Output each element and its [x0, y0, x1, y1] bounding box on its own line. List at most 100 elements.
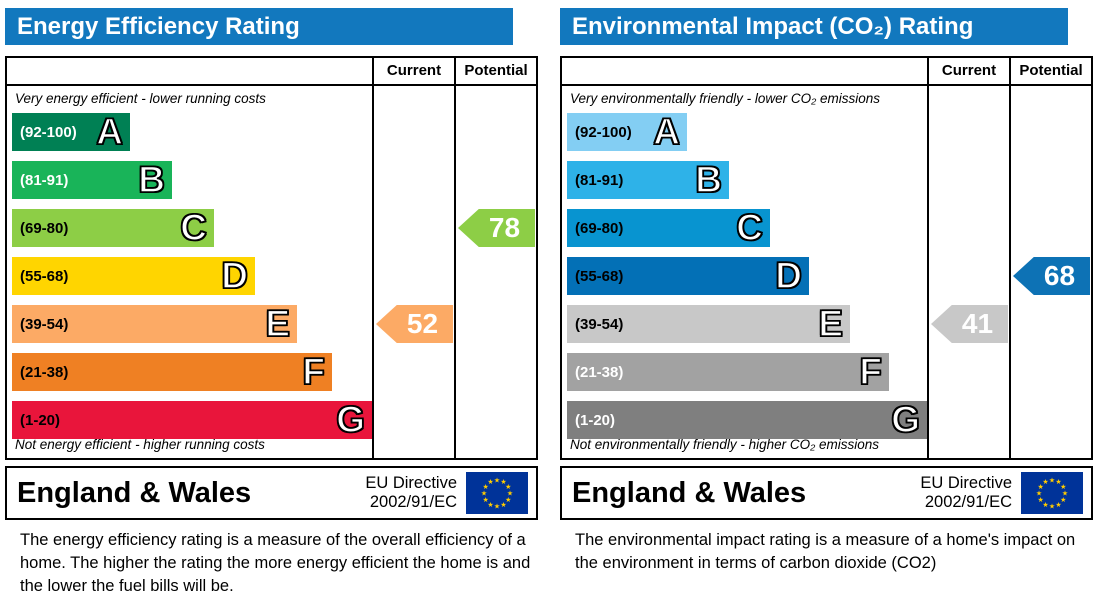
band-d-range: (55-68) — [20, 267, 69, 285]
current-column-header: Current — [927, 58, 1009, 84]
band-d-range: (55-68) — [575, 267, 624, 285]
svg-text:★: ★ — [483, 496, 489, 504]
bands-area: Very environmentally friendly - lower CO… — [562, 86, 927, 458]
band-g-letter: G — [335, 399, 365, 440]
band-b-range: (81-91) — [20, 171, 69, 189]
band-f-range: (21-38) — [20, 363, 69, 381]
potential-column-header: Potential — [454, 58, 536, 84]
energy-efficiency-title: Energy Efficiency Rating — [5, 8, 513, 45]
svg-text:★: ★ — [1060, 483, 1066, 491]
top-caption: Very environmentally friendly - lower CO… — [570, 91, 880, 106]
svg-text:★: ★ — [1038, 496, 1044, 504]
band-a: (92-100) A — [12, 111, 130, 152]
band-b-letter: B — [137, 159, 165, 200]
eu-directive-line2: 2002/91/EC — [924, 493, 1012, 511]
epc-certificate: Energy Efficiency Rating Current Potenti… — [5, 8, 1093, 597]
svg-text:★: ★ — [487, 501, 493, 509]
svg-text:★: ★ — [1062, 490, 1068, 498]
band-a-letter: A — [95, 111, 123, 152]
eu-flag-icon: ★ ★★ ★★★ ★★★ ★★★ — [1021, 472, 1083, 514]
band-d: (55-68) D — [567, 255, 809, 296]
eu-directive-line1: EU Directive — [920, 474, 1012, 493]
potential-rating-arrow: 68 — [1013, 257, 1090, 295]
band-c-letter: C — [179, 207, 207, 248]
region-label: England & Wales — [572, 476, 807, 509]
current-rating-arrow: 41 — [931, 305, 1008, 343]
band-a-range: (92-100) — [20, 123, 77, 141]
band-g-range: (1-20) — [20, 411, 61, 429]
table-header-row: Current Potential — [7, 58, 536, 86]
band-f-range: (21-38) — [575, 363, 624, 381]
band-f-letter: F — [859, 351, 883, 392]
svg-text:★: ★ — [505, 496, 511, 504]
band-f: (21-38) F — [12, 351, 332, 392]
svg-text:★: ★ — [494, 503, 500, 511]
band-b-range: (81-91) — [575, 171, 624, 189]
band-e-letter: E — [265, 303, 291, 344]
environmental-impact-title: Environmental Impact (CO₂) Rating — [560, 8, 1068, 45]
svg-text:★: ★ — [1049, 503, 1055, 511]
band-c-range: (69-80) — [20, 219, 69, 237]
svg-text:★: ★ — [500, 478, 506, 486]
potential-column: 78 — [454, 86, 536, 458]
band-c-range: (69-80) — [575, 219, 624, 237]
energy-efficiency-panel: Energy Efficiency Rating Current Potenti… — [5, 8, 538, 597]
energy-description: The energy efficiency rating is a measur… — [20, 531, 531, 595]
band-a-letter: A — [652, 111, 680, 152]
band-e-range: (39-54) — [575, 315, 624, 333]
band-b-letter: B — [694, 159, 722, 200]
svg-text:★: ★ — [494, 477, 500, 485]
bottom-caption: Not energy efficient - higher running co… — [15, 437, 265, 452]
band-d: (55-68) D — [12, 256, 255, 295]
svg-text:★: ★ — [1042, 501, 1048, 509]
eu-directive-line1: EU Directive — [365, 474, 457, 493]
eu-directive-label: EU Directive 2002/91/EC — [365, 474, 457, 512]
table-body-row: Very energy efficient - lower running co… — [7, 86, 536, 458]
energy-rating-table: Current Potential Very energy efficient … — [5, 56, 538, 460]
region-label: England & Wales — [17, 476, 252, 509]
band-e-letter: E — [818, 303, 844, 344]
band-c: (69-80) C — [567, 207, 770, 248]
eu-directive-label: EU Directive 2002/91/EC — [920, 474, 1012, 512]
band-g: (1-20) G — [567, 399, 927, 440]
band-c: (69-80) C — [12, 207, 214, 248]
region-row: England & Wales EU Directive 2002/91/EC … — [5, 466, 538, 520]
band-g-letter: G — [890, 399, 920, 440]
svg-text:★: ★ — [507, 490, 513, 498]
svg-text:★: ★ — [1060, 496, 1066, 504]
svg-text:★: ★ — [487, 478, 493, 486]
environmental-impact-panel: Environmental Impact (CO₂) Rating Curren… — [560, 8, 1093, 597]
band-b: (81-91) B — [567, 159, 729, 200]
svg-text:★: ★ — [481, 490, 487, 498]
eu-directive-line2: 2002/91/EC — [369, 493, 457, 511]
table-header-row: Current Potential — [562, 58, 1091, 86]
band-a-range: (92-100) — [575, 123, 632, 141]
svg-text:★: ★ — [1036, 490, 1042, 498]
svg-text:★: ★ — [483, 483, 489, 491]
environmental-rating-table: Current Potential Very environmentally f… — [560, 56, 1093, 460]
svg-text:★: ★ — [1055, 478, 1061, 486]
svg-text:★: ★ — [500, 501, 506, 509]
svg-text:★: ★ — [505, 483, 511, 491]
svg-text:★: ★ — [1038, 483, 1044, 491]
region-row: England & Wales EU Directive 2002/91/EC … — [560, 466, 1093, 520]
band-b: (81-91) B — [12, 159, 172, 200]
environmental-description: The environmental impact rating is a mea… — [575, 531, 1076, 572]
current-column-header: Current — [372, 58, 454, 84]
band-d-letter: D — [774, 255, 802, 296]
empty-header-cell — [562, 58, 927, 84]
band-a: (92-100) A — [567, 111, 687, 152]
empty-header-cell — [7, 58, 372, 84]
bands-area: Very energy efficient - lower running co… — [7, 86, 372, 458]
table-body-row: Very environmentally friendly - lower CO… — [562, 86, 1091, 458]
current-column: 41 — [927, 86, 1009, 458]
svg-text:★: ★ — [1049, 477, 1055, 485]
top-caption: Very energy efficient - lower running co… — [15, 91, 266, 106]
potential-column-header: Potential — [1009, 58, 1091, 84]
band-f: (21-38) F — [567, 351, 889, 392]
current-column: 52 — [372, 86, 454, 458]
band-f-letter: F — [302, 351, 326, 392]
band-e-range: (39-54) — [20, 315, 69, 333]
band-c-letter: C — [735, 207, 763, 248]
band-g: (1-20) G — [12, 399, 372, 440]
